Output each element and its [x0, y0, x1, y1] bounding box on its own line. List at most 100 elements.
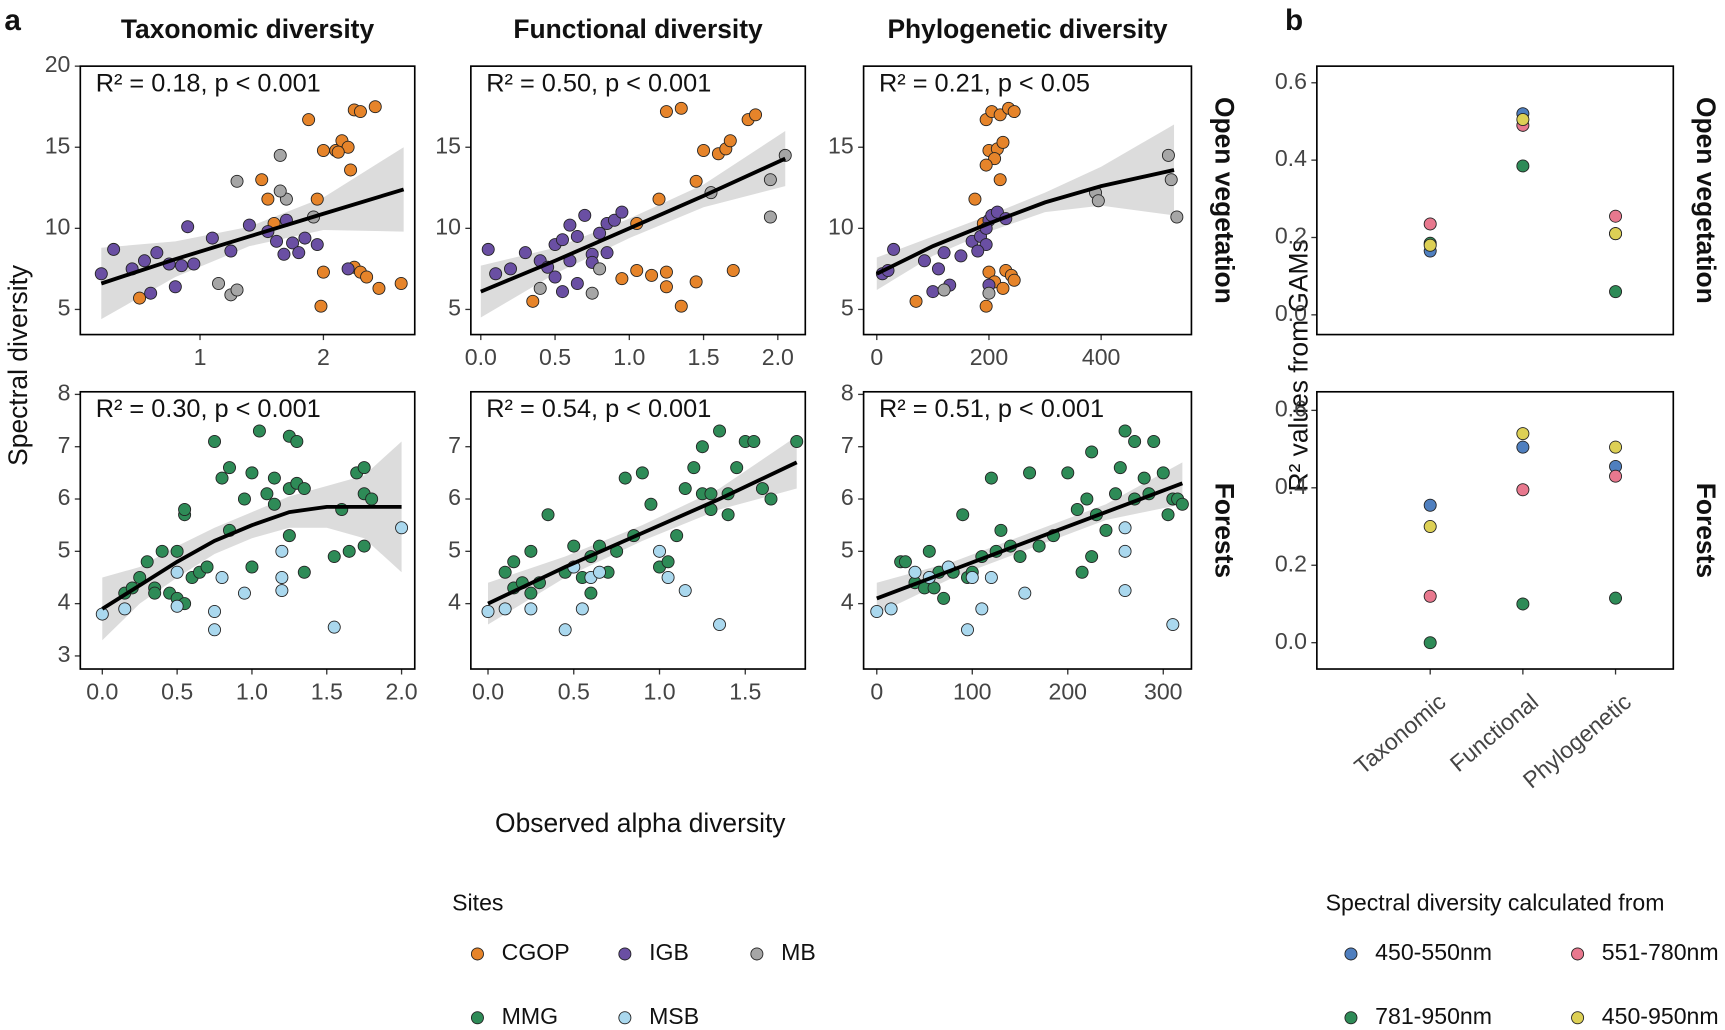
fit-line [876, 481, 1184, 601]
point [965, 570, 979, 584]
y-tick-label: 15 [45, 132, 71, 158]
point [360, 270, 374, 284]
point [975, 602, 989, 616]
point [133, 291, 147, 305]
point [575, 602, 589, 616]
column-title: Functional diversity [513, 14, 763, 44]
point [931, 262, 945, 276]
point [1070, 502, 1084, 516]
point [395, 521, 409, 535]
y-tick-label: 15 [435, 132, 461, 158]
point [922, 544, 936, 558]
plot-border [79, 65, 416, 336]
point [342, 544, 356, 558]
point [1118, 424, 1132, 438]
y-tick-label: 6 [448, 484, 461, 510]
point [730, 461, 744, 475]
fit-line [875, 168, 1175, 276]
point [979, 299, 993, 313]
point [316, 143, 330, 157]
point [908, 565, 922, 579]
point [615, 272, 629, 286]
point [277, 247, 291, 261]
point [215, 570, 229, 584]
x-tick-label: 2 [317, 344, 330, 370]
point [368, 100, 382, 114]
point [1516, 427, 1530, 441]
point [310, 192, 324, 206]
point [927, 581, 941, 595]
strip-label: Open vegetation [1209, 97, 1239, 304]
point [555, 285, 569, 299]
y-tick-label: 0.4 [1275, 145, 1307, 171]
point [697, 143, 711, 157]
point [524, 544, 538, 558]
point [1516, 159, 1530, 173]
point [1609, 591, 1623, 605]
point [498, 565, 512, 579]
point [1147, 434, 1161, 448]
point [208, 434, 222, 448]
point [956, 508, 970, 522]
y-tick-label: 10 [45, 213, 71, 239]
y-tick-label: 7 [448, 432, 461, 458]
x-tick-label: 200 [1049, 678, 1088, 704]
x-tick-label: 400 [1082, 344, 1121, 370]
point [1061, 466, 1075, 480]
point [1423, 238, 1437, 252]
point [282, 529, 296, 543]
point [275, 544, 289, 558]
point [524, 586, 538, 600]
fit-line [100, 187, 405, 286]
point [170, 599, 184, 613]
point [1609, 469, 1623, 483]
point [1118, 544, 1132, 558]
point [678, 584, 692, 598]
strip-label: Open vegetation [1691, 97, 1721, 304]
point [984, 471, 998, 485]
point [926, 285, 940, 299]
point [507, 555, 521, 569]
point [674, 299, 688, 313]
x-tick-label: 1.0 [236, 678, 268, 704]
legend-label: MB [781, 939, 816, 965]
point [563, 218, 577, 232]
plot-panel [863, 391, 1192, 670]
y-tick-label: 20 [45, 51, 71, 77]
point [252, 424, 266, 438]
point [168, 280, 182, 294]
point [353, 105, 367, 119]
point [982, 265, 996, 279]
plot-border [862, 390, 1193, 670]
point [275, 570, 289, 584]
point [533, 281, 547, 295]
plot-panel [1316, 391, 1674, 670]
point [504, 262, 517, 276]
point [755, 482, 769, 496]
point [884, 602, 898, 616]
point [170, 565, 184, 579]
point [909, 294, 923, 308]
point [689, 174, 703, 188]
point [615, 205, 629, 219]
point [1075, 565, 1089, 579]
point [1018, 586, 1032, 600]
point [261, 192, 275, 206]
point [1516, 597, 1530, 611]
point [357, 461, 371, 475]
point [1161, 508, 1175, 522]
plot-border [862, 65, 1193, 336]
point [187, 257, 201, 271]
point [1516, 113, 1530, 127]
point [327, 550, 341, 564]
y-tick-label: 5 [58, 536, 71, 562]
point [150, 246, 164, 260]
point [208, 604, 222, 618]
annotation: R² = 0.21, p < 0.05 [879, 70, 1090, 98]
legend-swatch [618, 947, 632, 961]
point [937, 283, 951, 297]
point [695, 440, 709, 454]
point [245, 560, 259, 574]
x-tick-label: 200 [970, 344, 1009, 370]
x-tick-label: 1 [194, 344, 207, 370]
